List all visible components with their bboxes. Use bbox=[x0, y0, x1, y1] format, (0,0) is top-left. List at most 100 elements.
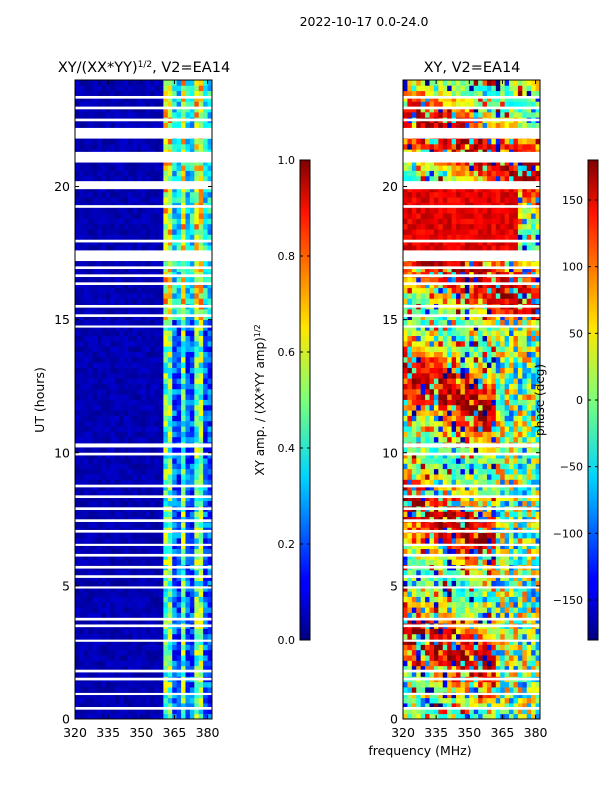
heatmap-cell bbox=[500, 612, 506, 619]
heatmap-cell bbox=[110, 474, 116, 480]
heatmap-cell bbox=[513, 559, 519, 565]
heatmap-cell bbox=[150, 266, 155, 273]
heatmap-cell bbox=[181, 553, 186, 560]
heatmap-cell bbox=[181, 617, 186, 624]
heatmap-cell bbox=[207, 468, 212, 475]
heatmap-cell bbox=[403, 665, 408, 672]
heatmap-cell bbox=[141, 596, 147, 603]
heatmap-cell bbox=[123, 308, 129, 315]
heatmap-cell bbox=[145, 218, 151, 225]
heatmap-cell bbox=[207, 697, 212, 704]
heatmap-cell bbox=[185, 324, 191, 331]
heatmap-cell bbox=[83, 239, 89, 246]
heatmap-cell bbox=[132, 239, 138, 246]
heatmap-cell bbox=[203, 85, 208, 92]
heatmap-cell bbox=[176, 404, 182, 411]
heatmap-cell bbox=[460, 649, 466, 656]
heatmap-cell bbox=[163, 330, 169, 336]
heatmap-cell bbox=[451, 617, 457, 624]
heatmap-cell bbox=[132, 420, 138, 427]
heatmap-cell bbox=[150, 537, 155, 544]
heatmap-cell bbox=[189, 463, 195, 470]
heatmap-cell bbox=[203, 394, 208, 400]
heatmap-cell bbox=[88, 548, 94, 555]
heatmap-cell bbox=[172, 484, 178, 491]
heatmap-cell bbox=[482, 532, 488, 539]
heatmap-cell bbox=[517, 569, 523, 576]
heatmap-cell bbox=[447, 532, 453, 539]
heatmap-cell bbox=[150, 463, 155, 470]
heatmap-cell bbox=[158, 697, 164, 704]
heatmap-cell bbox=[535, 548, 540, 555]
heatmap-cell bbox=[101, 394, 107, 400]
heatmap-cell bbox=[478, 553, 483, 560]
heatmap-cell bbox=[167, 490, 173, 496]
heatmap-cell bbox=[181, 362, 186, 368]
heatmap-cell bbox=[119, 537, 125, 544]
heatmap-cell bbox=[531, 649, 536, 656]
heatmap-cell bbox=[141, 410, 147, 416]
heatmap-cell bbox=[425, 628, 430, 635]
heatmap-cell bbox=[185, 90, 191, 97]
heatmap-cell bbox=[163, 394, 169, 400]
heatmap-cell bbox=[158, 122, 164, 129]
heatmap-cell bbox=[181, 85, 186, 92]
heatmap-cell bbox=[128, 143, 133, 150]
heatmap-cell bbox=[75, 378, 80, 384]
heatmap-cell bbox=[141, 170, 147, 177]
heatmap-cell bbox=[145, 362, 151, 368]
heatmap-cell bbox=[167, 543, 173, 549]
heatmap-cell bbox=[198, 468, 204, 475]
heatmap-cell bbox=[150, 660, 155, 667]
heatmap-cell bbox=[167, 335, 173, 342]
heatmap-cell bbox=[526, 703, 532, 709]
heatmap-cell bbox=[420, 633, 426, 640]
heatmap-cell bbox=[495, 601, 501, 608]
heatmap-cell bbox=[92, 85, 98, 92]
heatmap-cell bbox=[429, 660, 435, 667]
heatmap-cell bbox=[110, 521, 116, 528]
heatmap-cell bbox=[92, 660, 98, 667]
heatmap-cell bbox=[123, 223, 129, 230]
heatmap-cell bbox=[75, 479, 80, 486]
heatmap-cell bbox=[203, 703, 208, 709]
heatmap-cell bbox=[167, 474, 173, 480]
heatmap-cell bbox=[198, 420, 204, 427]
heatmap-cell bbox=[150, 138, 155, 145]
heatmap-cell bbox=[105, 458, 111, 464]
heatmap-cell bbox=[158, 415, 164, 422]
heatmap-cell bbox=[97, 671, 102, 677]
heatmap-cell bbox=[114, 617, 120, 624]
heatmap-cell bbox=[141, 319, 147, 326]
heatmap-cell bbox=[451, 569, 457, 576]
heatmap-cell bbox=[172, 468, 178, 475]
heatmap-cell bbox=[141, 521, 147, 528]
heatmap-cell bbox=[181, 282, 186, 289]
heatmap-cell bbox=[517, 644, 523, 651]
heatmap-cell bbox=[141, 569, 147, 576]
heatmap-cell bbox=[163, 580, 169, 587]
heatmap-cell bbox=[438, 681, 444, 688]
heatmap-cell bbox=[145, 298, 151, 305]
heatmap-cell bbox=[509, 596, 514, 603]
heatmap-cell bbox=[194, 207, 200, 214]
heatmap-cell bbox=[442, 703, 448, 709]
heatmap-cell bbox=[128, 713, 133, 719]
heatmap-cell bbox=[167, 655, 173, 661]
heatmap-cell bbox=[416, 681, 422, 688]
heatmap-cell bbox=[132, 644, 138, 651]
heatmap-cell bbox=[513, 585, 519, 592]
heatmap-cell bbox=[128, 335, 133, 342]
heatmap-cell bbox=[79, 266, 85, 273]
heatmap-cell bbox=[88, 607, 94, 613]
heatmap-cell bbox=[101, 495, 107, 502]
heatmap-cell bbox=[181, 170, 186, 177]
heatmap-cell bbox=[189, 223, 195, 230]
heatmap-cell bbox=[97, 585, 102, 592]
heatmap-cell bbox=[469, 612, 475, 619]
heatmap-cell bbox=[75, 213, 80, 219]
heatmap-cell bbox=[114, 479, 120, 486]
heatmap-cell bbox=[495, 692, 501, 699]
heatmap-cell bbox=[425, 681, 430, 688]
heatmap-cell bbox=[158, 569, 164, 576]
